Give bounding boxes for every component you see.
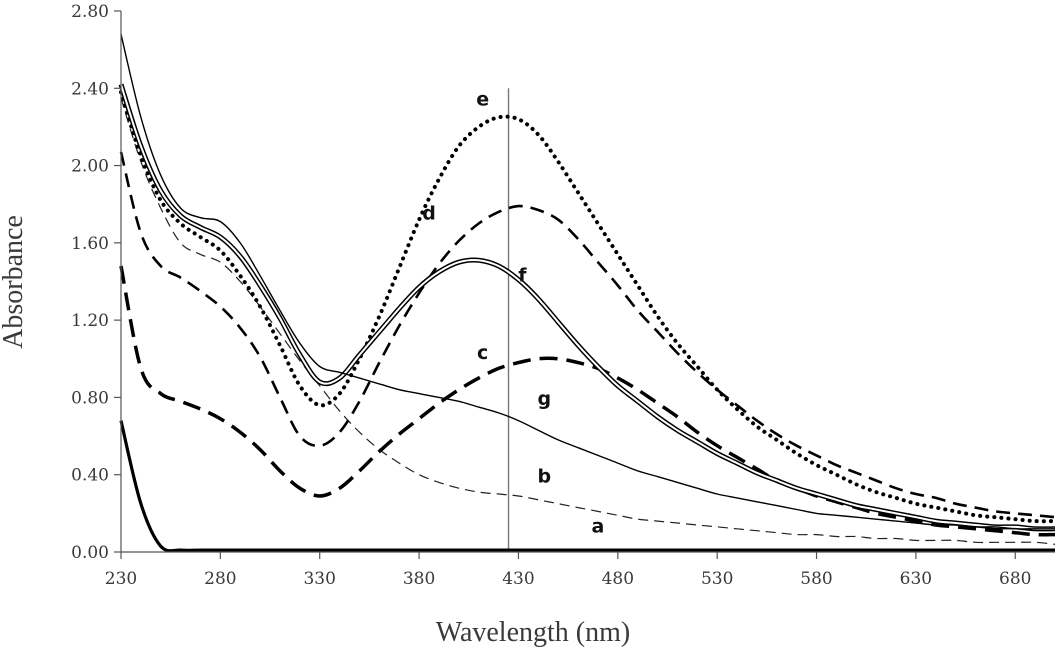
x-tick-label: 430 xyxy=(502,569,534,589)
y-tick-label: 1.60 xyxy=(71,234,109,254)
series-label-b: b xyxy=(537,465,551,487)
y-tick-label: 2.80 xyxy=(71,2,109,22)
x-tick-label: 630 xyxy=(900,569,932,589)
y-tick-label: 1.20 xyxy=(71,311,109,331)
x-tick-label: 230 xyxy=(105,569,137,589)
series-label-g: g xyxy=(537,388,551,410)
series-label-a: a xyxy=(592,516,605,538)
series-line-b xyxy=(120,97,1056,545)
y-tick-label: 0.00 xyxy=(71,543,109,563)
y-tick-label: 2.40 xyxy=(71,79,109,99)
y-tick-label: 0.40 xyxy=(71,466,109,486)
x-tick-label: 580 xyxy=(800,569,832,589)
series-line-a xyxy=(119,420,1055,553)
series-line-g xyxy=(120,34,1055,530)
series-label-c: c xyxy=(477,342,488,364)
x-tick-label: 280 xyxy=(204,569,236,589)
series-label-f: f xyxy=(518,265,527,287)
x-tick-label: 380 xyxy=(403,569,435,589)
y-tick-label: 2.00 xyxy=(71,157,109,177)
y-tick-label: 0.80 xyxy=(71,388,109,408)
series-line-d xyxy=(119,151,1056,519)
series-label-d: d xyxy=(422,203,436,225)
series-line-e xyxy=(119,90,1057,524)
x-tick-label: 680 xyxy=(999,569,1031,589)
x-axis-title: Wavelength (nm) xyxy=(436,617,630,648)
series-line-c xyxy=(119,265,1056,537)
x-tick-label: 330 xyxy=(303,569,335,589)
x-tick-label: 530 xyxy=(701,569,733,589)
series-label-e: e xyxy=(476,89,489,111)
x-tick-label: 480 xyxy=(602,569,634,589)
series-line-f-inner xyxy=(120,84,1056,530)
y-axis-title: Absorbance xyxy=(0,215,29,349)
